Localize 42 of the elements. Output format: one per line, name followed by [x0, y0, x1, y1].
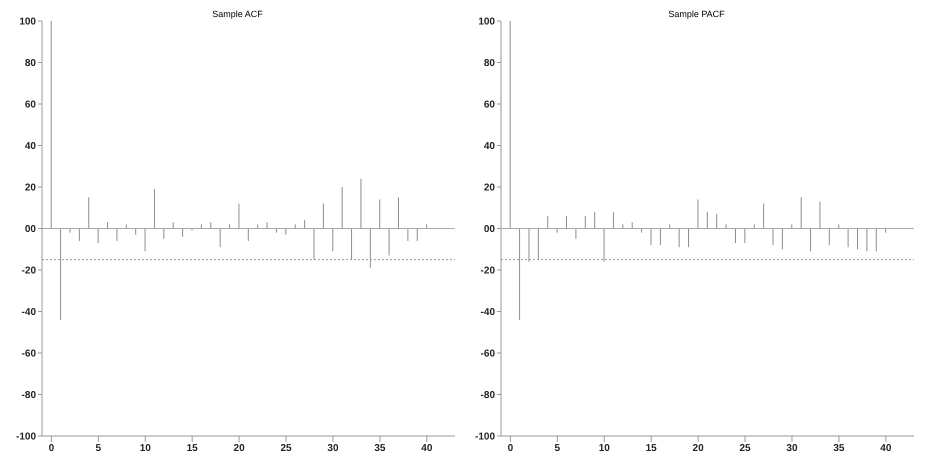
y-tick-label: 40 — [24, 141, 36, 152]
x-tick-label: 0 — [508, 443, 514, 454]
y-tick-label: 100 — [478, 16, 496, 28]
y-tick-label: 00 — [484, 224, 496, 236]
x-tick-label: 40 — [880, 443, 892, 454]
x-tick-label: 20 — [234, 443, 246, 454]
y-tick-label: -60 — [480, 348, 496, 360]
x-tick-label: 30 — [786, 443, 798, 454]
y-tick-label: -20 — [22, 266, 36, 277]
x-tick-label: 15 — [186, 443, 198, 454]
y-tick-label: 40 — [484, 141, 496, 152]
y-tick-label: -100 — [16, 432, 36, 443]
x-tick-label: 30 — [327, 443, 339, 454]
x-tick-label: 35 — [374, 443, 386, 454]
y-tick-label: 60 — [24, 100, 36, 111]
y-tick-label: 00 — [24, 224, 36, 236]
x-tick-label: 0 — [48, 443, 55, 454]
y-tick-label: -60 — [22, 348, 36, 360]
x-tick-label: 10 — [598, 443, 610, 454]
y-tick-label: -100 — [474, 432, 496, 443]
y-tick-label: -80 — [480, 390, 496, 402]
y-tick-label: -80 — [22, 390, 36, 402]
y-tick-label: -20 — [480, 266, 496, 277]
x-tick-label: 10 — [140, 443, 152, 454]
y-tick-label: 80 — [484, 58, 496, 70]
x-tick-label: 35 — [833, 443, 845, 454]
y-tick-label: 20 — [24, 182, 36, 194]
x-tick-label: 20 — [692, 443, 704, 454]
y-tick-label: 100 — [19, 16, 36, 28]
y-tick-label: 80 — [24, 58, 36, 70]
y-tick-label: -40 — [480, 307, 496, 318]
y-tick-label: 20 — [484, 182, 496, 194]
x-tick-label: 25 — [739, 443, 752, 454]
y-tick-label: 60 — [484, 100, 496, 111]
x-tick-label: 15 — [646, 443, 658, 454]
x-tick-label: 5 — [554, 443, 561, 454]
x-tick-label: 40 — [421, 443, 433, 454]
x-tick-label: 25 — [280, 443, 292, 454]
chart-title: Sample ACF — [212, 9, 263, 19]
y-tick-label: -40 — [22, 307, 36, 318]
chart-title: Sample PACF — [668, 9, 725, 19]
x-tick-label: 5 — [96, 443, 102, 454]
